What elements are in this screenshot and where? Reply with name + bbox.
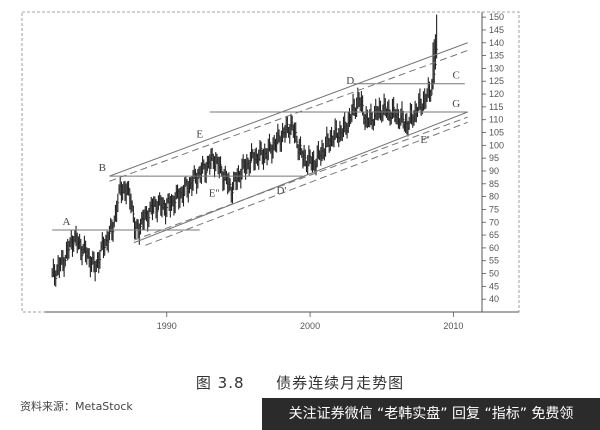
y-tick-label: 45 (489, 281, 499, 291)
y-tick-label: 130 (489, 63, 504, 73)
point-labels: A B E E'' D' D C G E' (63, 70, 461, 228)
y-tick-label: 55 (489, 256, 499, 266)
trendline (145, 121, 468, 246)
trendline (133, 116, 468, 241)
chart-background (0, 0, 600, 370)
y-tick-label: 150 (489, 12, 504, 22)
y-tick-label: 50 (489, 269, 499, 279)
point-label: C (453, 70, 460, 82)
y-tick-label: 90 (489, 166, 499, 176)
promo-banner: 关注证券微信 “老韩实盘” 回复 “指标” 免费领 (262, 398, 600, 430)
trendline (133, 111, 468, 244)
y-tick-label: 60 (489, 243, 499, 253)
figure-title: 债券连续月走势图 (276, 374, 405, 392)
point-label: E'' (209, 188, 220, 200)
y-tick-label: 85 (489, 179, 499, 189)
trendline (109, 49, 468, 182)
y-tick-label: 110 (489, 115, 503, 125)
y-tick-label: 120 (489, 89, 504, 99)
y-tick-label: 115 (489, 102, 503, 112)
y-tick-label: 75 (489, 204, 499, 214)
source-note: 资料来源：MetaStock (20, 400, 133, 413)
y-tick-label: 145 (489, 25, 504, 35)
trendlines (52, 42, 468, 246)
y-tick-label: 80 (489, 192, 499, 202)
bond-monthly-chart: 40 45 50 55 60 65 70 75 80 85 90 95 100 105 110 115 120 1… (0, 0, 600, 370)
x-tick-label: 2010 (443, 321, 463, 331)
x-tick-label: 2000 (300, 321, 320, 331)
y-tick-label: 125 (489, 76, 504, 86)
point-label: D (346, 75, 354, 87)
y-tick-label: 135 (489, 51, 504, 61)
y-tick-label: 100 (489, 140, 504, 150)
x-tick-label: 1990 (157, 321, 177, 331)
y-tick-label: 140 (489, 38, 504, 48)
y-tick-label: 95 (489, 153, 499, 163)
figure-number: 图 3.8 (195, 374, 245, 392)
figure-caption: 图 3.8 债券连续月走势图 (0, 372, 600, 393)
point-label: E (196, 129, 203, 141)
y-tick-label: 40 (489, 294, 499, 304)
price-bars (51, 14, 438, 287)
point-label: E' (420, 134, 429, 146)
y-axis: 40 45 50 55 60 65 70 75 80 85 90 95 100 105 110 115 120 1… (482, 12, 504, 304)
y-tick-label: 65 (489, 230, 499, 240)
point-label: G (452, 98, 460, 110)
point-label: D' (276, 185, 286, 197)
x-axis: 1990 2000 2010 (157, 312, 463, 331)
y-tick-label: 70 (489, 217, 499, 227)
plot-frame (21, 11, 520, 313)
point-label: A (63, 216, 71, 228)
y-tick-label: 105 (489, 128, 504, 138)
trendline (109, 42, 468, 177)
point-label: B (99, 162, 106, 174)
